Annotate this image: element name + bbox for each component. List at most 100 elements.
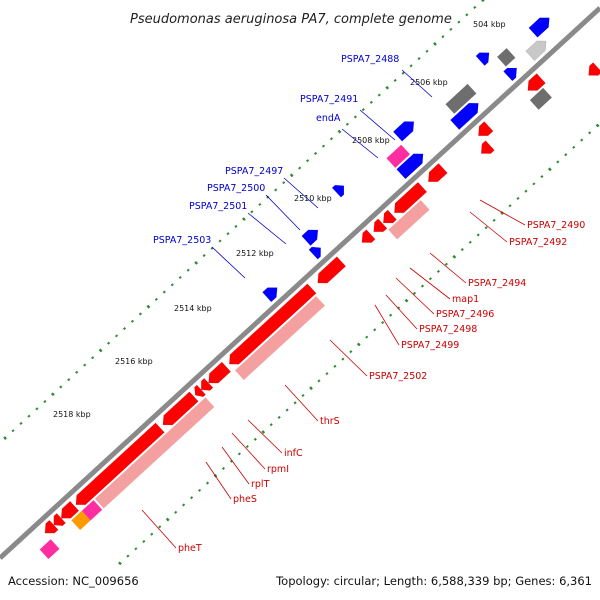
leader-line: [359, 109, 396, 141]
tick-label: 2510 kbp: [294, 194, 332, 203]
gene-features: [39, 17, 600, 559]
scale-dot: [253, 437, 257, 441]
leader-line: [429, 252, 467, 284]
gene-reverse: [162, 391, 199, 426]
scale-dot: [170, 283, 174, 287]
leader-line: [231, 432, 266, 470]
scale-dot: [508, 204, 512, 208]
gene-forward: [528, 17, 550, 38]
gene-rna: [386, 144, 410, 168]
tick-label: 504 kbp: [473, 20, 506, 29]
gene-reverse: [200, 377, 214, 391]
scale-dot: [465, 13, 469, 17]
scale-dot: [564, 153, 568, 157]
scale-dot: [457, 20, 461, 24]
gene-reverse: [44, 519, 59, 534]
gene-forward: [301, 229, 319, 246]
scale-dot: [381, 320, 385, 325]
gene-forward: [262, 287, 278, 303]
scale-dot: [221, 466, 226, 471]
leader-line: [469, 211, 508, 243]
leader-line: [479, 199, 526, 226]
scale-dot: [298, 166, 302, 170]
scale-dot: [409, 64, 413, 68]
gene-label-forward: PSPA7_2491: [300, 94, 358, 105]
scale-dot: [345, 122, 349, 126]
gene-label-forward: PSPA7_2488: [341, 54, 399, 65]
scale-dot: [130, 319, 135, 323]
gene-rna: [81, 500, 103, 521]
leader-line: [329, 339, 368, 377]
leader-line: [341, 128, 379, 159]
scale-dots: [3, 0, 600, 566]
gene-forward: [392, 121, 415, 142]
leader-line: [141, 509, 177, 549]
tick-label: 2514 kbp: [174, 304, 212, 313]
scale-dot: [484, 226, 488, 230]
scale-dot: [178, 275, 182, 280]
scale-dot: [580, 138, 584, 142]
scale-dot: [237, 452, 241, 456]
scale-dot: [277, 415, 281, 419]
scale-dot: [269, 423, 273, 427]
scale-dot: [572, 145, 576, 149]
scale-dot: [258, 202, 262, 207]
gene-reverse: [428, 163, 448, 182]
scale-dot: [460, 248, 464, 252]
scale-dot: [35, 407, 39, 411]
scale-dot: [234, 224, 238, 228]
gene-reverse: [194, 384, 206, 398]
scale-dot: [83, 363, 87, 367]
scale-dot: [428, 277, 432, 281]
gene-label-reverse: pheS: [233, 494, 257, 505]
scale-dot: [289, 173, 294, 178]
scale-dot: [274, 188, 278, 192]
scale-dot: [353, 115, 357, 119]
backbone: [0, 6, 600, 560]
leader-line: [247, 419, 283, 454]
scale-dot: [412, 291, 417, 295]
gene-forward: [308, 246, 321, 260]
leader-line: [374, 304, 400, 346]
scale-dot: [67, 378, 71, 382]
scale-dot: [59, 385, 63, 389]
scale-dot: [420, 284, 425, 288]
scale-dot: [165, 517, 170, 522]
gene-grey: [529, 87, 552, 110]
gene-label-forward: endA: [316, 113, 341, 124]
scale-dot: [91, 356, 95, 360]
gene-forward: [503, 67, 517, 82]
gene-reverse: [373, 218, 388, 232]
leader-line: [221, 446, 250, 485]
scale-dot: [436, 269, 440, 273]
scale-dot: [226, 232, 230, 236]
scale-dot: [588, 131, 592, 135]
scale-dot: [19, 421, 23, 425]
leader-line: [409, 267, 451, 300]
scale-dot: [356, 342, 361, 347]
scale-dot: [516, 196, 520, 201]
gene-reverse: [317, 256, 347, 284]
gene-reverse: [478, 121, 494, 137]
gene-label-reverse: PSPA7_2502: [369, 371, 427, 382]
scale-dot: [425, 49, 429, 53]
scale-dot: [202, 254, 206, 258]
label-leaders: [141, 69, 526, 549]
gene-reverse: [394, 181, 428, 214]
scale-dot: [245, 445, 249, 449]
tick-label: 2508 kbp: [352, 136, 390, 145]
scale-dot: [377, 93, 381, 97]
scale-dot: [134, 547, 138, 551]
scale-dot: [27, 414, 31, 418]
scale-dot: [468, 240, 472, 244]
gene-label-reverse: PSPA7_2499: [401, 340, 459, 351]
scale-dot: [401, 71, 405, 75]
tick-label: 2518 kbp: [53, 410, 91, 419]
scale-dot: [150, 532, 154, 536]
leader-line: [385, 294, 418, 330]
scale-dot: [126, 554, 130, 558]
gene-light-grey: [525, 40, 547, 62]
tick-label: 2506 kbp: [410, 78, 448, 87]
scale-dot: [556, 160, 560, 164]
